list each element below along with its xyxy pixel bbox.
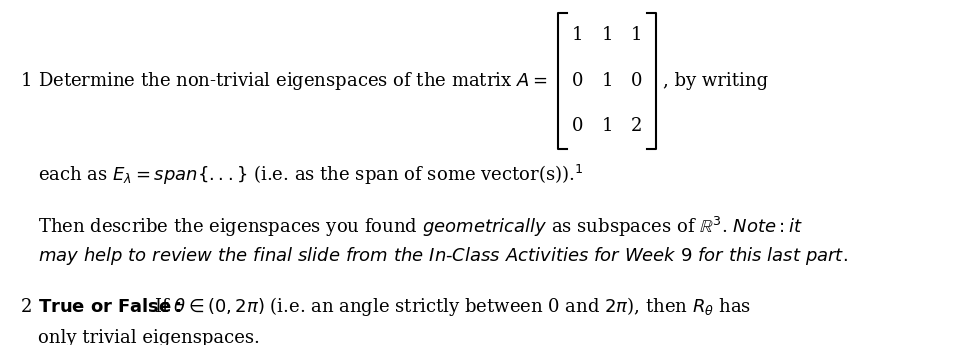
Text: each as $E_{\lambda} = \mathit{span}\{...\}$ (i.e. as the span of some vector(s): each as $E_{\lambda} = \mathit{span}\{..… <box>38 162 583 187</box>
Text: $\mathit{may\ help\ to\ review\ the\ final\ slide\ from\ the\ In\text{-}Class\ A: $\mathit{may\ help\ to\ review\ the\ fin… <box>38 245 848 267</box>
Text: 1: 1 <box>601 72 613 90</box>
Text: 1: 1 <box>571 27 583 45</box>
Text: $\mathbf{True\ or\ False:}$: $\mathbf{True\ or\ False:}$ <box>38 298 181 316</box>
Text: , by writing: , by writing <box>662 72 768 90</box>
Text: 1: 1 <box>601 27 613 45</box>
Text: 0: 0 <box>630 72 642 90</box>
Text: 1: 1 <box>630 27 642 45</box>
Text: Determine the non-trivial eigenspaces of the matrix $A = $: Determine the non-trivial eigenspaces of… <box>38 70 547 92</box>
Text: 2: 2 <box>20 298 32 316</box>
Text: If $\theta \in (0, 2\pi)$ (i.e. an angle strictly between 0 and $2\pi$), then $R: If $\theta \in (0, 2\pi)$ (i.e. an angle… <box>154 295 751 318</box>
Text: 2: 2 <box>630 117 642 135</box>
Text: 0: 0 <box>571 72 583 90</box>
Text: 1: 1 <box>20 72 32 90</box>
Text: only trivial eigenspaces.: only trivial eigenspaces. <box>38 329 260 345</box>
Text: 1: 1 <box>601 117 613 135</box>
Text: Then describe the eigenspaces you found $\mathit{geometrically}$ as subspaces of: Then describe the eigenspaces you found … <box>38 215 804 239</box>
Text: 0: 0 <box>571 117 583 135</box>
